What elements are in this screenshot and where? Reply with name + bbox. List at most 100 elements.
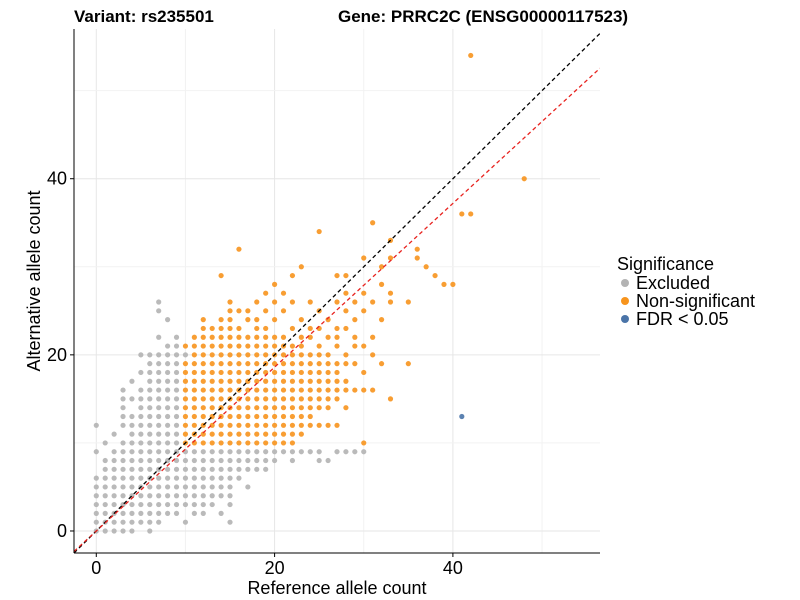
data-point [316,228,322,235]
data-point [165,501,171,508]
data-point [361,308,367,314]
data-point [165,431,171,437]
data-point [93,475,99,481]
data-point [343,378,349,384]
data-point [343,361,349,367]
data-point [93,422,99,428]
data-point [271,440,278,446]
data-point [361,449,367,455]
data-point [227,317,233,323]
data-point [147,501,153,508]
data-point [102,440,108,446]
data-point [209,396,215,402]
data-point [236,449,242,455]
data-point [343,290,349,296]
data-point [209,352,215,358]
data-point [254,431,260,437]
data-point [227,308,233,314]
data-point [200,440,206,446]
data-point [173,334,180,340]
data-point [263,413,269,420]
data-point [361,440,367,446]
data-point [352,317,358,323]
data-point [263,431,269,437]
data-point [298,431,304,437]
data-point [361,369,367,376]
data-point [361,387,367,393]
data-point [325,396,331,402]
data-point [254,387,260,393]
data-point [147,431,153,437]
data-point [227,334,233,340]
data-point [191,484,197,490]
data-point [263,343,269,349]
data-point [361,290,367,296]
data-point [289,369,296,376]
data-point [289,405,296,411]
data-point [298,343,304,349]
data-point [218,317,224,323]
data-point [307,369,313,376]
data-point [271,413,278,420]
data-point [236,440,242,446]
data-point [254,334,260,340]
data-point [218,361,224,367]
data-point [227,457,233,464]
data-point [138,466,144,472]
data-point [289,361,296,367]
data-point [325,405,331,411]
data-point [334,449,340,455]
data-point [334,325,340,332]
data-point [245,343,251,349]
data-point [236,369,242,376]
data-point [182,405,189,411]
data-point [173,413,180,420]
data-point [138,396,144,402]
data-point [165,440,171,446]
data-point [280,352,287,358]
x-tick-label: 0 [91,558,101,578]
data-point [111,493,117,499]
data-point [307,378,313,384]
x-tick-label: 40 [443,558,463,578]
data-point [343,272,349,279]
data-point [173,466,180,472]
data-point [111,528,117,534]
data-point [191,387,197,393]
data-point [173,343,180,349]
data-point [370,299,376,305]
data-point [165,317,171,323]
data-point [254,413,260,420]
data-point [156,440,162,446]
data-point [156,475,162,481]
data-point [245,396,251,402]
data-point [111,466,117,472]
data-point [200,378,206,384]
data-point [191,501,197,508]
data-point [325,317,331,323]
data-point [289,387,296,393]
data-point [414,255,420,261]
data-point [245,405,251,411]
data-point [254,378,260,384]
data-point [165,361,171,367]
data-point [236,343,242,349]
data-point [120,510,126,516]
data-point [129,431,135,437]
data-point [147,493,153,499]
data-point [280,431,287,437]
data-point [191,413,197,420]
data-point [254,317,260,323]
data-point [173,440,180,446]
y-axis-ticks: 0 20 40 [47,169,74,541]
data-point [129,475,135,481]
data-point [289,272,296,279]
data-point [147,510,153,516]
data-point [138,440,144,446]
data-point [298,378,304,384]
data-point [280,308,287,314]
data-point [263,449,269,455]
data-point [316,449,322,455]
data-point [173,405,180,411]
data-point [156,493,162,499]
